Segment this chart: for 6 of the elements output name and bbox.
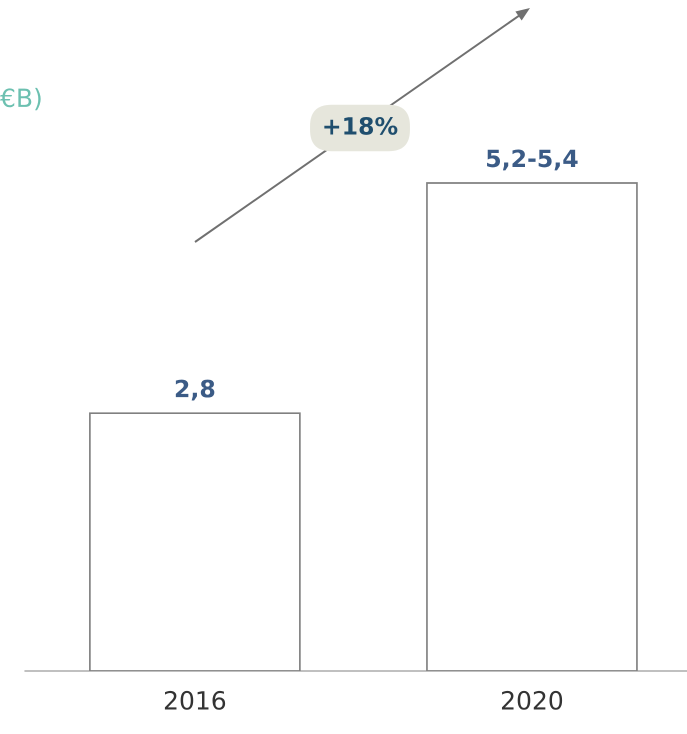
data-label: 2,8 <box>176 380 214 401</box>
text: +18% <box>324 116 398 135</box>
x-tick-label: 2020 <box>502 690 562 710</box>
data-label: 5,2-5,4 <box>487 149 578 170</box>
x-tick-label: 2016 <box>164 690 226 710</box>
chart-title: €B) <box>0 88 41 110</box>
